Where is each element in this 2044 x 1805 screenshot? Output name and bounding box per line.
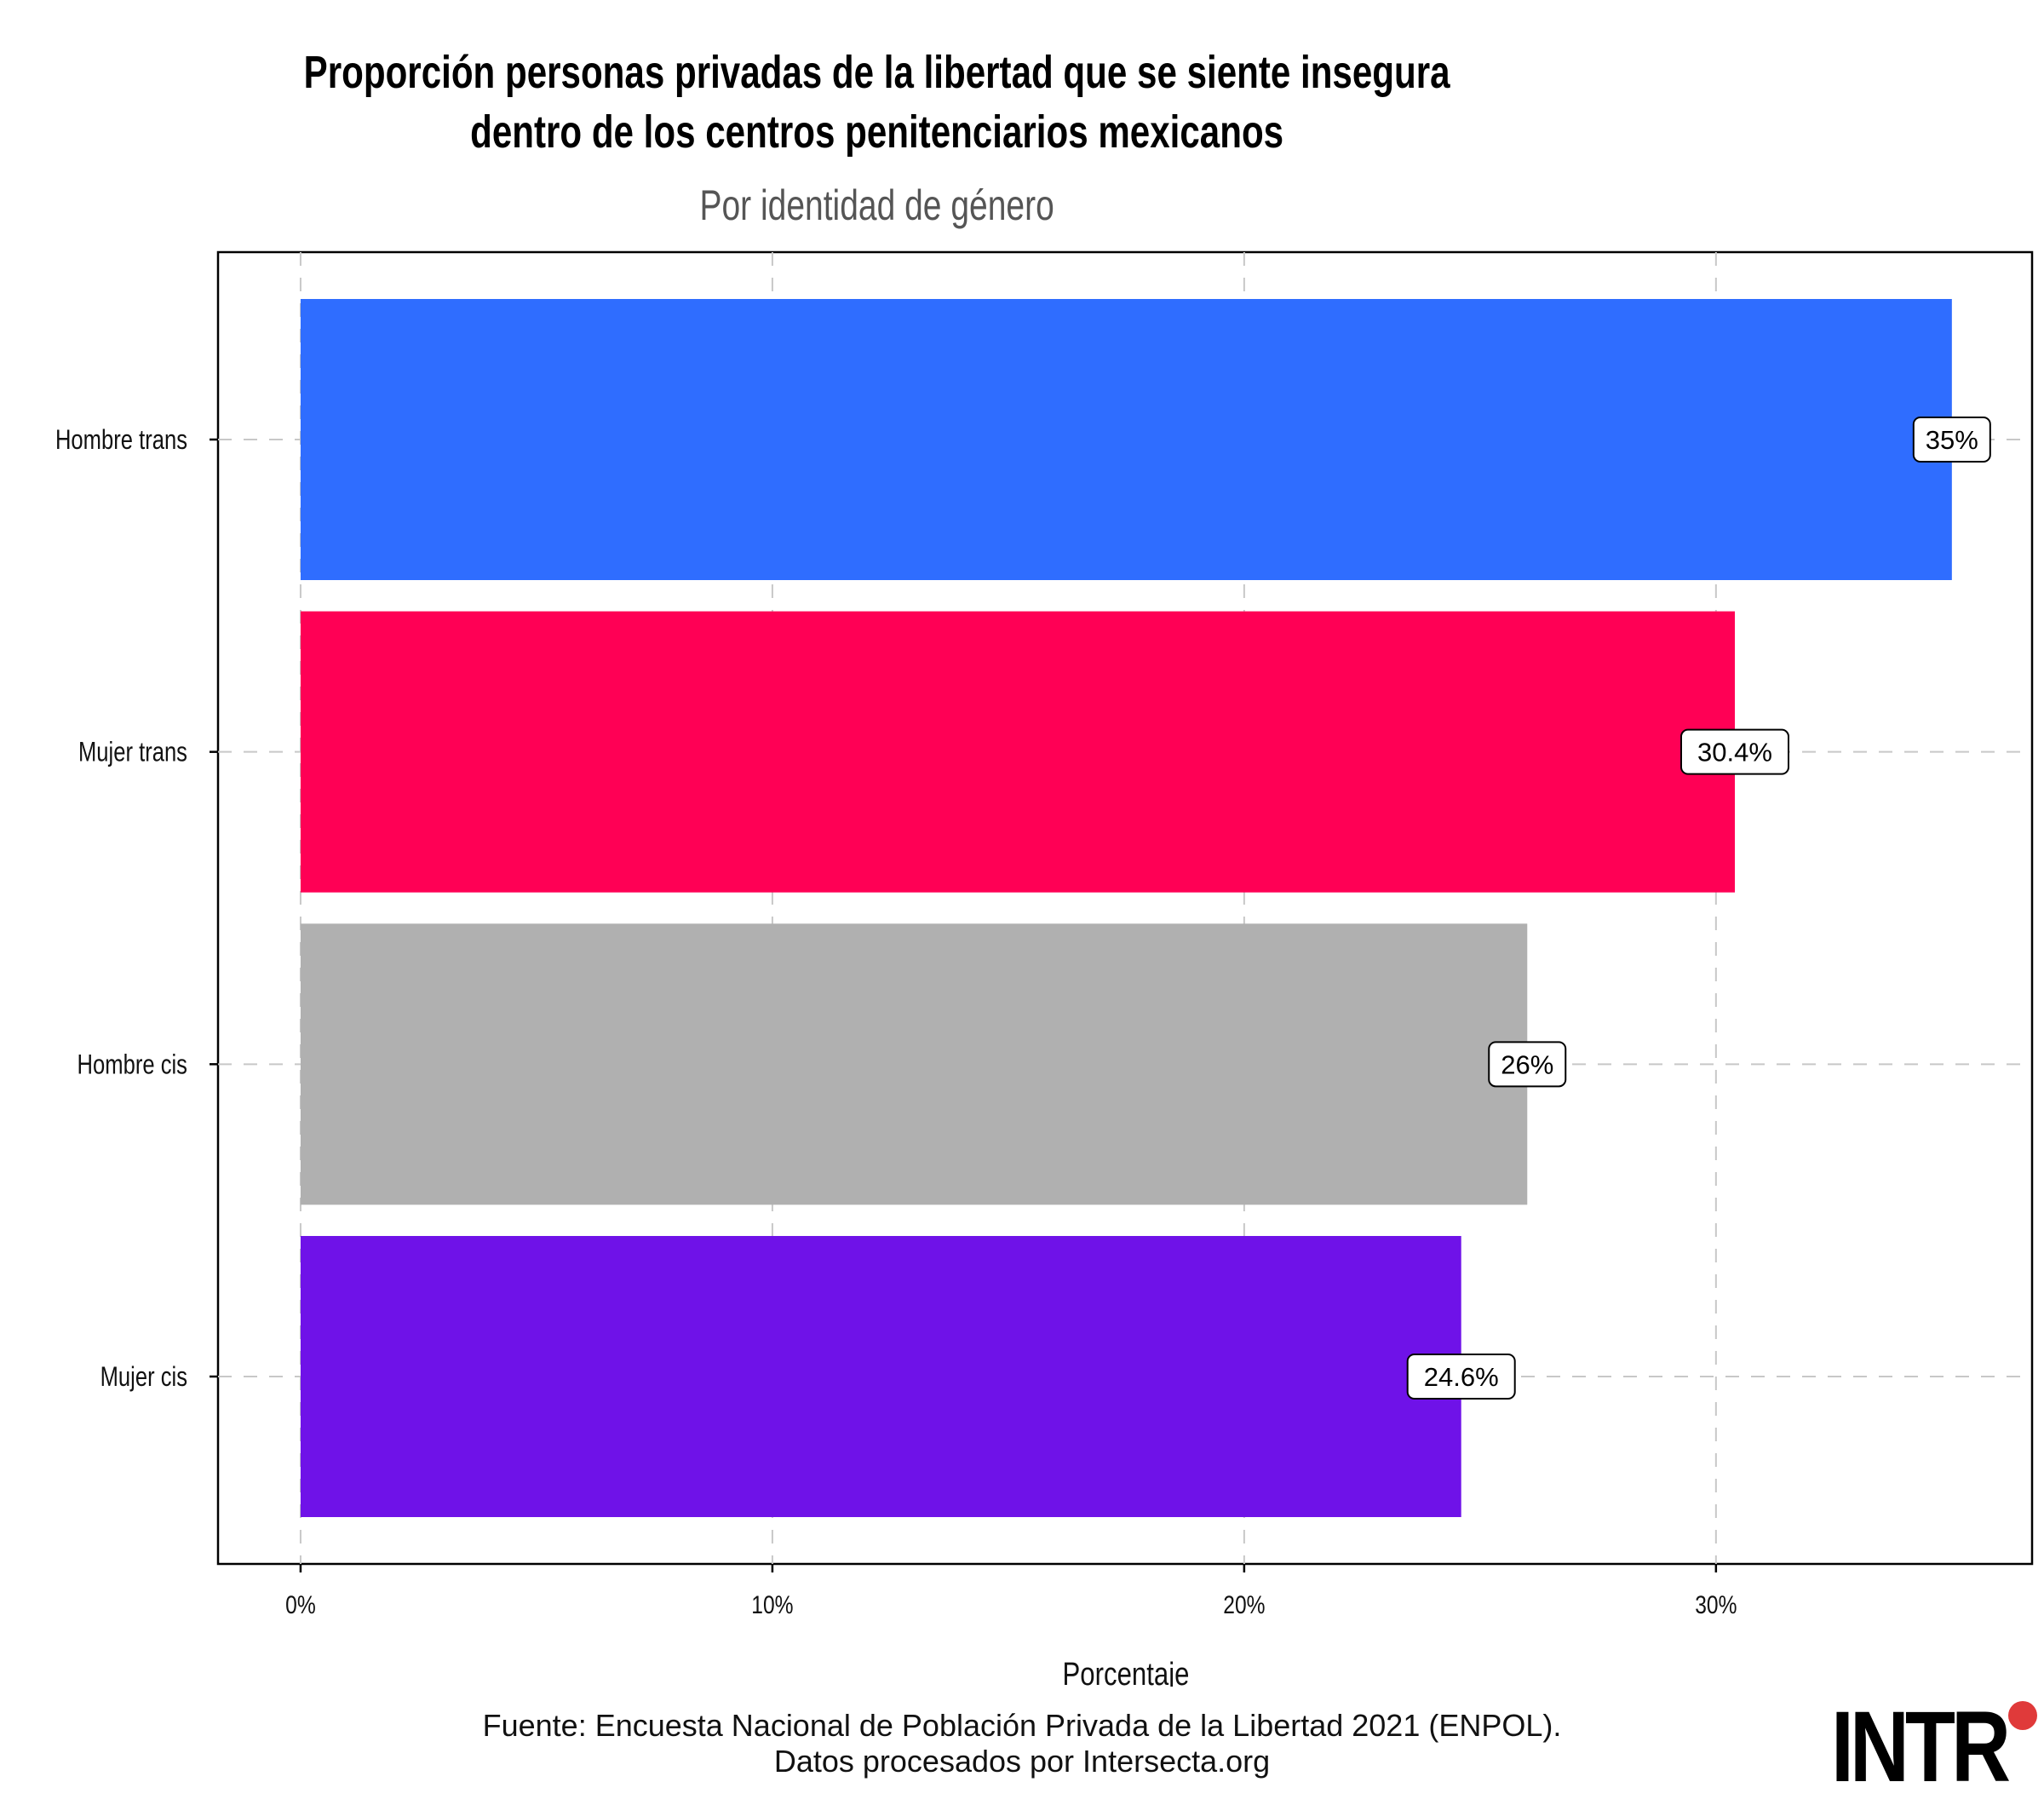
x-tick-label: 0% xyxy=(285,1590,316,1619)
intersecta-logo: INTR xyxy=(1831,1691,2037,1803)
y-tick-label: Mujer trans xyxy=(78,738,187,767)
x-axis-title: Porcentaje xyxy=(1063,1657,1190,1687)
y-tick-label: Hombre cis xyxy=(78,1050,187,1080)
x-tick-label: 10% xyxy=(751,1590,793,1619)
axis-layer: 0% 10% 20% 30% Hombre trans Mujer trans Hombre… xyxy=(55,425,1737,1618)
source-note: Fuente: Encuesta Nacional de Población P… xyxy=(482,1708,1562,1743)
data-label-box xyxy=(1488,1041,1567,1088)
bar xyxy=(300,1236,1461,1517)
bar xyxy=(300,299,1952,580)
y-tick-label: Hombre trans xyxy=(55,425,187,455)
x-tick-label: 20% xyxy=(1223,1590,1265,1619)
bar-chart: 35% 30.4% 26% 24.6% 0% 10% 20% 30% Hombre trans… xyxy=(55,250,2034,1687)
bar xyxy=(300,611,1736,893)
bar-layer xyxy=(300,299,1952,1517)
data-label-box xyxy=(1680,728,1790,775)
data-label-box xyxy=(1912,417,1991,463)
chart-title-line-1: Proporción personas privadas de la liber… xyxy=(303,47,1450,98)
credit-note: Datos procesados por Intersecta.org xyxy=(773,1744,1271,1779)
bar xyxy=(300,923,1528,1205)
chart-subtitle: Por identidad de género xyxy=(699,181,1054,229)
logo-wordmark: INTR xyxy=(1831,1691,2011,1803)
chart-title: Proporción personas privadas de la liber… xyxy=(0,43,1754,162)
data-label: 24.6% xyxy=(1424,1362,1499,1392)
data-label-layer: 35% 30.4% 26% 24.6% xyxy=(1406,417,1991,1400)
y-tick-label: Mujer cis xyxy=(100,1362,187,1392)
plot-frame xyxy=(216,250,2034,1566)
data-label-box xyxy=(1406,1354,1516,1400)
x-tick-label: 30% xyxy=(1695,1590,1737,1619)
logo-red-dot xyxy=(2008,1701,2037,1730)
data-label: 26% xyxy=(1501,1049,1553,1079)
chart-title-line-2: dentro de los centros penitenciarios mex… xyxy=(470,106,1284,158)
data-label: 30.4% xyxy=(1697,738,1772,767)
data-label: 35% xyxy=(1926,425,1978,455)
